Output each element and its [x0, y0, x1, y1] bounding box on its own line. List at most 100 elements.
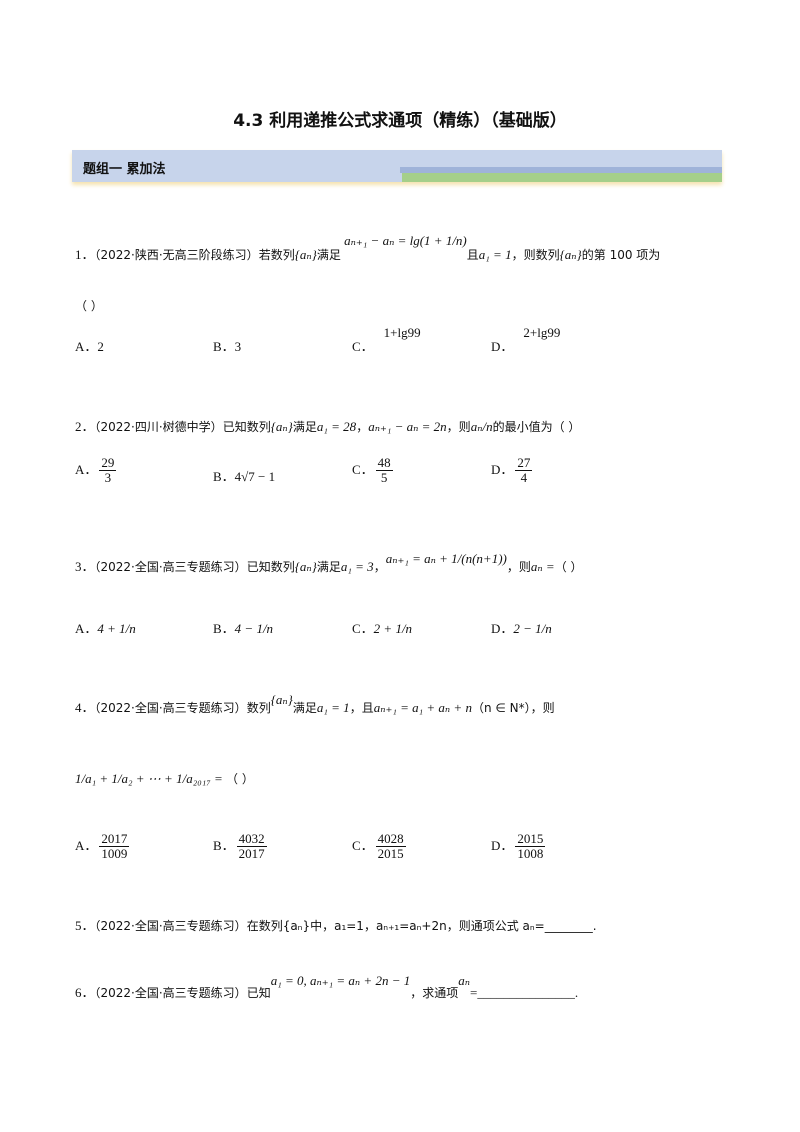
text: 2 − 1/n	[513, 621, 552, 636]
text: 数列	[246, 701, 271, 715]
formula: aₙ₊₁ − aₙ = lg(1 + 1/n)	[344, 233, 467, 248]
text: （2022·四川·树德中学）	[94, 420, 223, 434]
text: （2022·全国·高三专题练习）	[94, 701, 247, 715]
option-c[interactable]: C．2 + 1/n	[352, 618, 412, 637]
text: 2017	[99, 831, 130, 848]
option-d[interactable]: D． 2+lg99	[491, 325, 560, 355]
text: 满足	[316, 560, 341, 574]
text: 2017	[238, 846, 265, 862]
question-2-stem: 2．（2022·四川·树德中学）已知数列{aₙ}满足a₁ = 28，aₙ₊₁ −…	[75, 416, 580, 435]
text: D．	[491, 837, 514, 853]
text: 在数列{aₙ}中，a₁=1，aₙ₊₁=aₙ+2n，则通项公式 aₙ=______…	[246, 919, 597, 933]
text: ，则数列	[511, 248, 560, 262]
text: 的第 100 项为	[581, 248, 661, 262]
text: 3．	[75, 559, 95, 574]
text: ，且	[349, 701, 374, 715]
text: 27	[515, 455, 533, 472]
text: 4	[520, 470, 528, 486]
text: 1/a₁ + 1/a₂ + ⋯ + 1/a₂₀₁₇ =	[75, 771, 223, 786]
text: a₁ = 3	[340, 559, 374, 574]
text: =_______________.	[470, 985, 579, 1000]
text: aₙ/n	[470, 419, 493, 434]
text: a₁ = 28	[316, 419, 357, 434]
text: 已知	[246, 986, 271, 1000]
option-a[interactable]: A．2	[75, 336, 104, 355]
text: （ ）	[226, 772, 254, 786]
text: （2022·全国·高三专题练习）	[94, 919, 247, 933]
text: {aₙ}	[559, 247, 582, 262]
option-d[interactable]: D． 27 4	[491, 455, 534, 486]
text: 1+lg99	[383, 325, 421, 340]
option-c[interactable]: C． 48 5	[352, 455, 395, 486]
text: C．	[352, 339, 374, 354]
text: {aₙ}	[294, 559, 317, 574]
text: 满足	[316, 248, 341, 262]
text: （2022·陕西·无高三阶段练习）	[94, 248, 259, 262]
section-title: 题组一 累加法	[83, 162, 166, 177]
text: 2015	[377, 846, 404, 862]
page-title: 4.3 利用递推公式求通项（精练）（基础版）	[233, 111, 567, 131]
question-3-stem: 3．（2022·全国·高三专题练习）已知数列{aₙ}满足a₁ = 3，aₙ₊₁ …	[75, 551, 583, 575]
text: 3	[234, 339, 242, 354]
text: 2	[97, 339, 104, 354]
text: 满足	[292, 701, 317, 715]
text: D．	[491, 339, 514, 354]
text: 4032	[236, 831, 267, 848]
text: B．	[213, 339, 235, 354]
option-b[interactable]: B．4√7 − 1	[213, 466, 275, 485]
text: {aₙ}	[270, 419, 293, 434]
option-c[interactable]: C． 1+lg99	[352, 325, 421, 355]
text: ，	[373, 560, 386, 574]
text: 4√7 − 1	[234, 469, 276, 484]
text: 29	[99, 455, 117, 472]
option-a[interactable]: A． 2017 1009	[75, 831, 131, 862]
text: {aₙ}	[270, 692, 293, 707]
text: A．	[75, 339, 98, 354]
text: A．	[75, 621, 98, 636]
text: D．	[491, 621, 514, 636]
text: D．	[491, 461, 514, 477]
text: 4 − 1/n	[234, 621, 274, 636]
text: aₙ =	[530, 559, 555, 574]
text: ，则	[506, 560, 531, 574]
text: 且	[466, 248, 479, 262]
text: （ ）	[554, 560, 583, 574]
text: A．	[75, 461, 98, 477]
question-1-stem: 1．（2022·陕西·无高三阶段练习）若数列{aₙ}满足 aₙ₊₁ − aₙ =…	[75, 233, 661, 263]
text: aₙ₊₁ − aₙ = 2n	[368, 419, 447, 434]
text: ，	[356, 420, 369, 434]
text: aₙ₊₁ = a₁ + aₙ + n	[373, 700, 472, 715]
option-d[interactable]: D．2 − 1/n	[491, 618, 552, 637]
text: C．	[352, 621, 374, 636]
text: B．	[213, 837, 235, 853]
text: B．	[213, 621, 235, 636]
question-4-stem: 4．（2022·全国·高三专题练习）数列{aₙ}满足a₁ = 1，且aₙ₊₁ =…	[75, 692, 555, 716]
option-c[interactable]: C． 4028 2015	[352, 831, 408, 862]
text: （2022·全国·高三专题练习）	[94, 560, 247, 574]
text: 5．	[75, 918, 95, 933]
option-d[interactable]: D． 2015 1008	[491, 831, 547, 862]
text: 1009	[101, 846, 128, 862]
text: 2015	[515, 831, 546, 848]
text: a₁ = 0, aₙ₊₁ = aₙ + 2n − 1	[270, 973, 411, 988]
text: 已知数列	[246, 560, 295, 574]
text: B．	[213, 469, 235, 484]
question-5-stem: 5．（2022·全国·高三专题练习）在数列{aₙ}中，a₁=1，aₙ₊₁=aₙ+…	[75, 915, 597, 934]
option-a[interactable]: A． 29 3	[75, 455, 118, 486]
option-b[interactable]: B．4 − 1/n	[213, 618, 273, 637]
text: 6．	[75, 985, 95, 1000]
option-a[interactable]: A．4 + 1/n	[75, 618, 136, 637]
answer-blank: （ ）	[75, 299, 103, 313]
text: aₙ	[458, 973, 471, 988]
text: 2+lg99	[523, 325, 561, 340]
text: 的最小值为（ ）	[492, 420, 581, 434]
text: A．	[75, 837, 98, 853]
option-b[interactable]: B． 4032 2017	[213, 831, 269, 862]
text: （2022·全国·高三专题练习）	[94, 986, 247, 1000]
question-6-stem: 6．（2022·全国·高三专题练习）已知a₁ = 0, aₙ₊₁ = aₙ + …	[75, 973, 579, 1001]
text: a₁ = 1	[478, 247, 512, 262]
text: 2 + 1/n	[373, 621, 413, 636]
text: 4．	[75, 700, 95, 715]
text: ，求通项	[410, 986, 459, 1000]
option-b[interactable]: B．3	[213, 336, 241, 355]
